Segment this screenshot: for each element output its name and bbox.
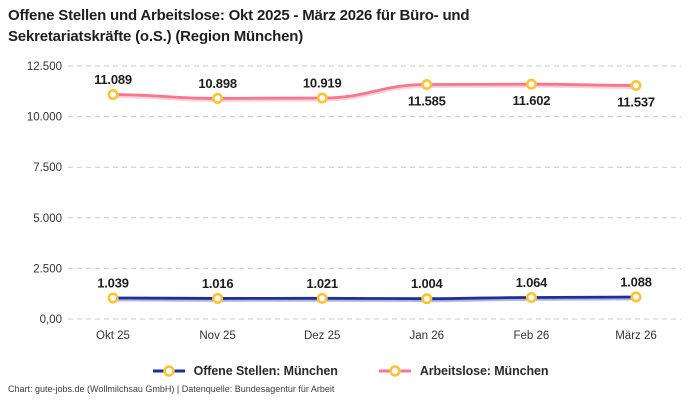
- y-tick-label: 7.500: [33, 162, 62, 174]
- x-tick-label: Nov 25: [199, 330, 235, 342]
- line-chart: 12.500 10.000 7.500 5.000 2.500 0,00 Okt 25 Nov…: [27, 61, 681, 342]
- data-point-label: 1.016: [202, 276, 234, 291]
- chart-title: Offene Stellen und Arbeitslose: Okt 2025…: [8, 5, 648, 47]
- data-point-label: 11.089: [94, 72, 132, 87]
- data-point-label: 11.537: [617, 94, 655, 109]
- chart-legend: Offene Stellen: München Arbeitslose: Mün…: [0, 362, 700, 380]
- data-point-marker: [107, 89, 119, 101]
- y-tick-label: 5.000: [33, 213, 62, 225]
- data-point-marker: [107, 292, 119, 304]
- y-tick-label: 10.000: [27, 112, 62, 124]
- x-tick-label: Jan 26: [410, 330, 445, 342]
- data-point-label: 10.919: [303, 75, 342, 90]
- data-point-marker: [316, 92, 328, 104]
- data-point-label: 11.585: [408, 94, 446, 109]
- x-tick-label: Dez 25: [304, 330, 340, 342]
- data-point-marker: [316, 292, 328, 304]
- series-line-shadow: [112, 85, 637, 102]
- y-tick-label: 2.500: [33, 263, 62, 275]
- data-point-marker: [421, 293, 433, 305]
- data-point-marker: [421, 79, 433, 91]
- data-point-label: 10.898: [198, 76, 237, 91]
- data-point-marker: [630, 291, 642, 303]
- data-point-label: 1.021: [306, 276, 338, 291]
- x-tick-label: Okt 25: [96, 330, 130, 342]
- legend-line-marker-icon: [152, 365, 185, 377]
- x-tick-label: Feb 26: [513, 330, 549, 342]
- y-tick-label: 12.500: [27, 61, 62, 73]
- data-point-marker: [525, 78, 537, 90]
- data-point-label: 1.088: [620, 274, 652, 289]
- series-line-shadow: [112, 297, 637, 303]
- data-point-marker: [630, 79, 642, 91]
- data-point-label: 11.602: [512, 93, 550, 108]
- legend-item-offene-stellen: Offene Stellen: München: [152, 364, 338, 378]
- data-point-marker: [212, 92, 224, 104]
- series-line: [111, 82, 638, 100]
- series-line: [111, 295, 638, 301]
- legend-item-arbeitslose: Arbeitslose: München: [378, 364, 549, 378]
- data-point-marker: [212, 292, 224, 304]
- legend-label-arbeitslose: Arbeitslose: München: [419, 364, 549, 378]
- chart-title-line-1: Offene Stellen und Arbeitslose: Okt 2025…: [8, 7, 470, 24]
- y-tick-label: 0,00: [40, 314, 62, 326]
- x-tick-label: März 26: [615, 330, 657, 342]
- data-point-label: 1.004: [411, 276, 444, 291]
- chart-title-line-2: Sekretariatskräfte (o.S.) (Region Münche…: [8, 28, 303, 45]
- legend-label-offene-stellen: Offene Stellen: München: [193, 364, 338, 378]
- data-point-label: 1.039: [97, 275, 129, 290]
- legend-line-marker-icon: [378, 365, 411, 377]
- data-point-marker: [525, 291, 537, 303]
- chart-attribution: Chart: gute-jobs.de (Wollmilchsau GmbH) …: [8, 384, 335, 394]
- data-point-label: 1.064: [516, 275, 549, 290]
